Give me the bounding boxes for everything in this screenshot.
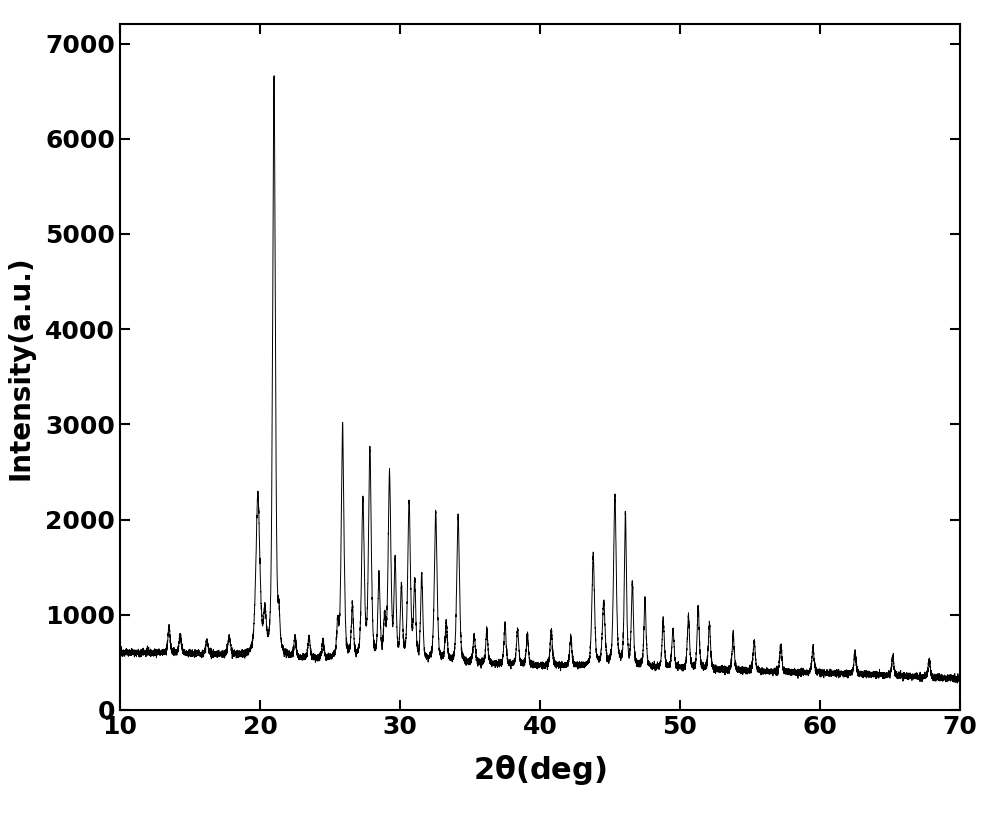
X-axis label: $\mathbf{2\theta}$$\mathbf{(deg)}$: $\mathbf{2\theta}$$\mathbf{(deg)}$: [473, 752, 607, 787]
Y-axis label: Intensity(a.u.): Intensity(a.u.): [6, 255, 34, 480]
